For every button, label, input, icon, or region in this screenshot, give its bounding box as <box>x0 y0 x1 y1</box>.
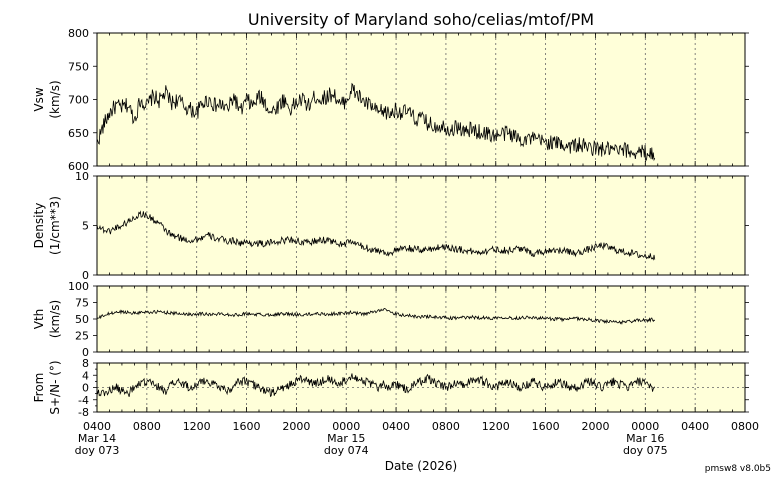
series-line-density <box>96 210 656 261</box>
x-tick-label: 0800 <box>133 420 161 433</box>
y-tick-label: 0 <box>82 346 89 359</box>
y-axis-label: Vth <box>32 309 46 330</box>
y-tick-label: 75 <box>75 297 89 310</box>
x-tick-label: 1200 <box>183 420 211 433</box>
y-tick-label: 25 <box>75 330 89 343</box>
y-tick-label: 8 <box>82 357 89 370</box>
x-date-label: doy 074 <box>324 444 369 457</box>
y-axis-label: From <box>32 373 46 403</box>
x-tick-label: 0400 <box>83 420 111 433</box>
series-line-from <box>96 373 656 398</box>
x-tick-label: 0800 <box>731 420 759 433</box>
y-axis-label: (1/cm**3) <box>48 196 62 255</box>
y-axis-label: S+/N- (°) <box>48 360 62 414</box>
y-tick-label: 800 <box>68 27 89 40</box>
x-tick-label: 1600 <box>233 420 261 433</box>
x-date-label: doy 075 <box>623 444 668 457</box>
x-tick-label: 0000 <box>631 420 659 433</box>
y-tick-label: 0 <box>82 382 89 395</box>
y-axis-label: (km/s) <box>48 300 62 338</box>
y-tick-label: 700 <box>68 94 89 107</box>
x-tick-label: 0400 <box>681 420 709 433</box>
series-line-vth <box>96 308 656 325</box>
plot-area <box>97 286 745 352</box>
y-tick-label: 0 <box>82 269 89 282</box>
x-axis-label: Date (2026) <box>385 459 457 473</box>
y-tick-label: 10 <box>75 170 89 183</box>
y-tick-label: 4 <box>82 369 89 382</box>
panel-vsw: 600 650 700 750 800 Vsw (km/s) <box>32 27 749 173</box>
plot-area <box>97 33 745 166</box>
y-tick-label: 5 <box>82 220 89 233</box>
y-axis-label: Density <box>32 203 46 249</box>
x-tick-label: 0800 <box>432 420 460 433</box>
y-tick-label: 50 <box>75 313 89 326</box>
y-tick-label: -4 <box>78 394 89 407</box>
x-date-label: Mar 14 <box>78 432 116 445</box>
series-line-vsw <box>96 82 656 163</box>
y-tick-label: 600 <box>68 160 89 173</box>
x-tick-label: 1200 <box>482 420 510 433</box>
panel-density: 0 5 10 Density (1/cm**3) <box>32 170 749 282</box>
panel-vth: 0 25 50 75 100 Vth (km/s) <box>32 280 749 359</box>
y-axis-label: Vsw <box>32 87 46 111</box>
x-tick-label: 2000 <box>581 420 609 433</box>
x-date-label: doy 073 <box>75 444 120 457</box>
x-date-label: Mar 16 <box>626 432 664 445</box>
y-tick-label: 750 <box>68 60 89 73</box>
x-tick-label: 0000 <box>332 420 360 433</box>
x-date-label: Mar 15 <box>327 432 365 445</box>
y-tick-label: 100 <box>68 280 89 293</box>
x-tick-label: 0400 <box>382 420 410 433</box>
x-tick-label: 2000 <box>282 420 310 433</box>
y-tick-label: -8 <box>78 406 89 419</box>
y-tick-label: 650 <box>68 127 89 140</box>
y-axis-label: (km/s) <box>48 80 62 118</box>
x-tick-label: 1600 <box>532 420 560 433</box>
chart-title: University of Maryland soho/celias/mtof/… <box>248 10 594 29</box>
version-label: pmsw8 v8.0b5 <box>705 464 771 474</box>
plot-area <box>97 176 745 275</box>
